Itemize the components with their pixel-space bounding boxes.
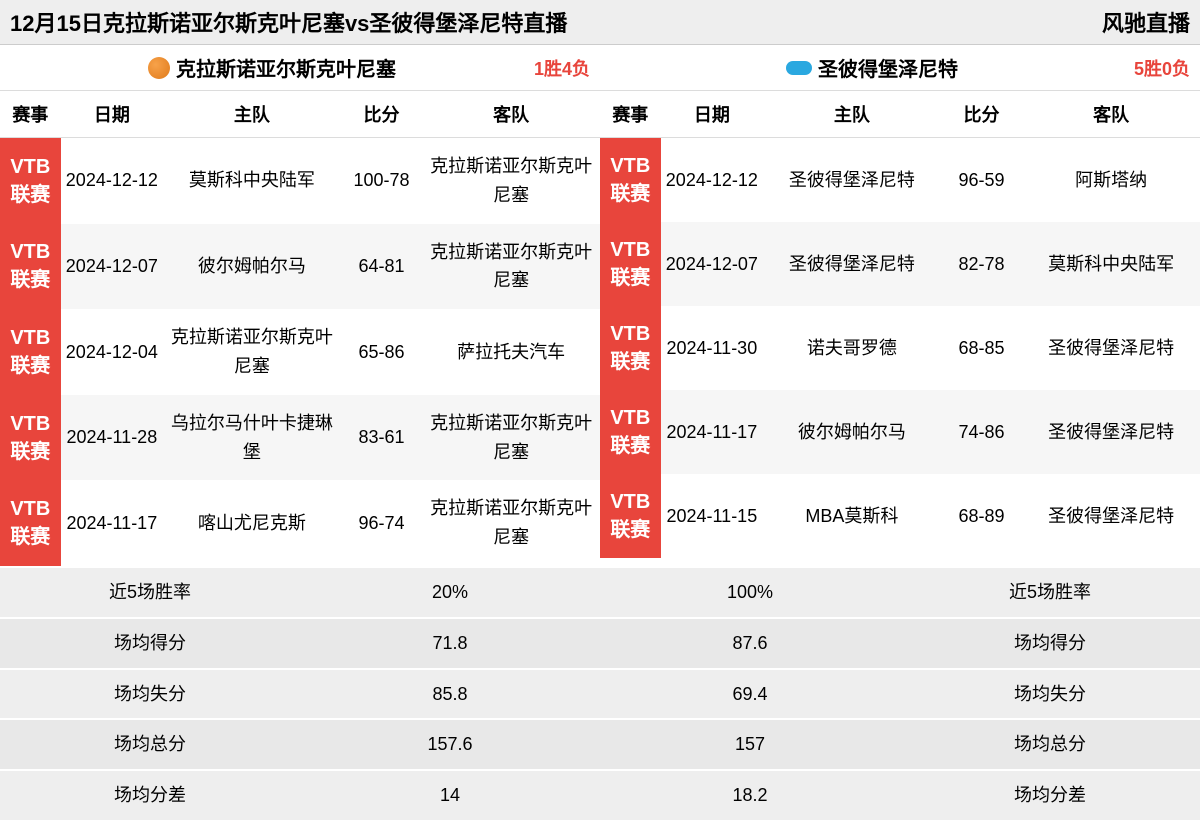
stat-papg-val-r: 69.4 <box>600 669 900 720</box>
table-row: VTB联赛2024-12-07彼尔姆帕尔马64-81克拉斯诺亚尔斯克叶尼塞 <box>0 224 600 310</box>
stat-ppg-val-l: 71.8 <box>300 618 600 669</box>
table-row: VTB联赛2024-12-12圣彼得堡泽尼特96-59阿斯塔纳 <box>600 138 1200 223</box>
stat-winrate-label-r: 近5场胜率 <box>900 567 1200 618</box>
col-score: 比分 <box>941 91 1023 138</box>
table-row: VTB联赛2024-11-17喀山尤尼克斯96-74克拉斯诺亚尔斯克叶尼塞 <box>0 480 600 566</box>
team-name-right: 圣彼得堡泽尼特 <box>818 53 958 82</box>
brand-label: 风驰直播 <box>1102 6 1190 38</box>
right-panel: 圣彼得堡泽尼特 5胜0负 赛事 日期 主队 比分 客队 VTB联赛2024-12… <box>600 45 1200 566</box>
col-date: 日期 <box>61 91 163 138</box>
table-row: VTB联赛2024-11-17彼尔姆帕尔马74-86圣彼得堡泽尼特 <box>600 390 1200 474</box>
basketball-icon <box>148 57 170 79</box>
matches-table-left: 赛事 日期 主队 比分 客队 VTB联赛2024-12-12莫斯科中央陆军100… <box>0 90 600 566</box>
table-row: VTB联赛2024-12-04克拉斯诺亚尔斯克叶尼塞65-86萨拉托夫汽车 <box>0 309 600 395</box>
col-away: 客队 <box>1022 91 1200 138</box>
table-row: VTB联赛2024-12-12莫斯科中央陆军100-78克拉斯诺亚尔斯克叶尼塞 <box>0 138 600 224</box>
col-away: 客队 <box>422 91 600 138</box>
team-name-left: 克拉斯诺亚尔斯克叶尼塞 <box>176 53 396 82</box>
stat-diff-label-r: 场均分差 <box>900 770 1200 820</box>
col-score: 比分 <box>341 91 423 138</box>
team-logo-icon <box>786 61 812 75</box>
stat-winrate-val-r: 100% <box>600 567 900 618</box>
col-league: 赛事 <box>600 91 661 138</box>
stat-papg-label-r: 场均失分 <box>900 669 1200 720</box>
col-date: 日期 <box>661 91 763 138</box>
stat-diff-val-l: 14 <box>300 770 600 820</box>
title-bar: 12月15日克拉斯诺亚尔斯克叶尼塞vs圣彼得堡泽尼特直播 风驰直播 <box>0 0 1200 45</box>
team-record-right: 5胜0负 <box>1134 55 1190 81</box>
matches-table-right: 赛事 日期 主队 比分 客队 VTB联赛2024-12-12圣彼得堡泽尼特96-… <box>600 90 1200 558</box>
team-header-left: 克拉斯诺亚尔斯克叶尼塞 1胜4负 <box>0 45 600 90</box>
stat-winrate-label-l: 近5场胜率 <box>0 567 300 618</box>
col-league: 赛事 <box>0 91 61 138</box>
left-panel: 克拉斯诺亚尔斯克叶尼塞 1胜4负 赛事 日期 主队 比分 客队 VTB联赛202… <box>0 45 600 566</box>
col-home: 主队 <box>163 91 341 138</box>
stat-ppg-label-l: 场均得分 <box>0 618 300 669</box>
stat-ppg-label-r: 场均得分 <box>900 618 1200 669</box>
stat-ppg-val-r: 87.6 <box>600 618 900 669</box>
stat-total-label-r: 场均总分 <box>900 719 1200 770</box>
stat-papg-label-l: 场均失分 <box>0 669 300 720</box>
stat-diff-val-r: 18.2 <box>600 770 900 820</box>
stat-papg-val-l: 85.8 <box>300 669 600 720</box>
stat-total-val-r: 157 <box>600 719 900 770</box>
stats-block: 近5场胜率 20% 100% 近5场胜率 场均得分 71.8 87.6 场均得分… <box>0 566 1200 820</box>
table-row: VTB联赛2024-11-30诺夫哥罗德68-85圣彼得堡泽尼特 <box>600 306 1200 390</box>
main-content: 克拉斯诺亚尔斯克叶尼塞 1胜4负 赛事 日期 主队 比分 客队 VTB联赛202… <box>0 45 1200 566</box>
page-title: 12月15日克拉斯诺亚尔斯克叶尼塞vs圣彼得堡泽尼特直播 <box>10 6 567 38</box>
team-header-right: 圣彼得堡泽尼特 5胜0负 <box>600 45 1200 90</box>
stat-winrate-val-l: 20% <box>300 567 600 618</box>
stat-diff-label-l: 场均分差 <box>0 770 300 820</box>
col-home: 主队 <box>763 91 941 138</box>
table-row: VTB联赛2024-11-15MBA莫斯科68-89圣彼得堡泽尼特 <box>600 474 1200 558</box>
team-record-left: 1胜4负 <box>534 55 590 81</box>
table-row: VTB联赛2024-11-28乌拉尔马什叶卡捷琳堡83-61克拉斯诺亚尔斯克叶尼… <box>0 395 600 481</box>
stat-total-val-l: 157.6 <box>300 719 600 770</box>
stat-total-label-l: 场均总分 <box>0 719 300 770</box>
table-row: VTB联赛2024-12-07圣彼得堡泽尼特82-78莫斯科中央陆军 <box>600 222 1200 306</box>
